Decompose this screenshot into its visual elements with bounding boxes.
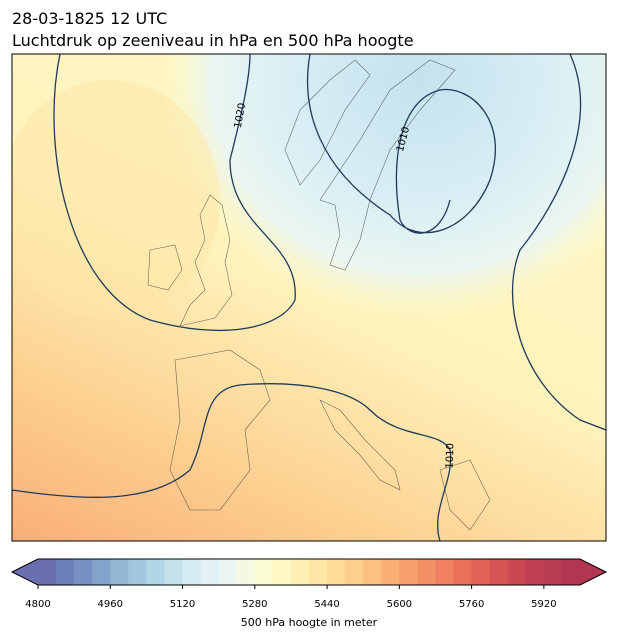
colorbar-segment bbox=[146, 559, 165, 585]
colorbar-segment bbox=[218, 559, 238, 585]
colorbar-segment bbox=[381, 559, 400, 585]
colorbar-segment bbox=[471, 559, 491, 585]
isobar-label: 1010 bbox=[445, 443, 457, 469]
colorbar-segment bbox=[507, 559, 527, 585]
coastlines bbox=[147, 59, 491, 531]
colorbar-segment bbox=[399, 559, 418, 585]
colorbar-segment bbox=[435, 559, 455, 585]
colorbar-segment bbox=[290, 559, 310, 585]
colorbar-segment bbox=[309, 559, 328, 585]
colorbar-segment bbox=[345, 559, 364, 585]
subtitle: Luchtdruk op zeeniveau in hPa en 500 hPa… bbox=[12, 31, 414, 50]
colorbar-segment bbox=[56, 559, 75, 585]
colorbar-tick-label: 5280 bbox=[242, 599, 267, 610]
colorbar-segment bbox=[74, 559, 93, 585]
colorbar-segment bbox=[417, 559, 436, 585]
colorbar-segment bbox=[363, 559, 382, 585]
colorbar-segment bbox=[38, 559, 57, 585]
colorbar-segment bbox=[561, 559, 581, 585]
colorbar: 4800 4960 5120 5280 5440 5600 5760 5920 bbox=[10, 558, 608, 610]
map bbox=[12, 54, 606, 541]
colorbar-tick-label: 5120 bbox=[170, 599, 195, 610]
title: 28-03-1825 12 UTC bbox=[12, 9, 167, 28]
colorbar-segment bbox=[272, 559, 292, 585]
colorbar-tick-label: 4800 bbox=[25, 599, 50, 610]
colorbar-tick-label: 5760 bbox=[459, 599, 484, 610]
colorbar-segment bbox=[254, 559, 274, 585]
colorbar-extend-high bbox=[580, 559, 606, 585]
colorbar-segment bbox=[236, 559, 256, 585]
map-frame bbox=[11, 53, 607, 542]
colorbar-segment bbox=[200, 559, 220, 585]
colorbar-tick-label: 4960 bbox=[98, 599, 123, 610]
colorbar-segment bbox=[453, 559, 473, 585]
colorbar-segment bbox=[182, 559, 202, 585]
colorbar-segment bbox=[110, 559, 129, 585]
colorbar-segment bbox=[92, 559, 111, 585]
colorbar-extend-low bbox=[12, 559, 38, 585]
colorbar-segment bbox=[543, 559, 563, 585]
colorbar-label: 500 hPa hoogte in meter bbox=[241, 616, 378, 629]
colorbar-segment bbox=[128, 559, 147, 585]
colorbar-segment bbox=[525, 559, 545, 585]
isobars bbox=[12, 54, 606, 541]
isobar-label: 1020 bbox=[233, 102, 248, 129]
colorbar-tick-label: 5440 bbox=[314, 599, 339, 610]
colorbar-segment bbox=[327, 559, 346, 585]
colorbar-tick-label: 5600 bbox=[387, 599, 412, 610]
colorbar-tick-label: 5920 bbox=[531, 599, 556, 610]
colorbar-segment bbox=[489, 559, 509, 585]
colorbar-segment bbox=[164, 559, 184, 585]
